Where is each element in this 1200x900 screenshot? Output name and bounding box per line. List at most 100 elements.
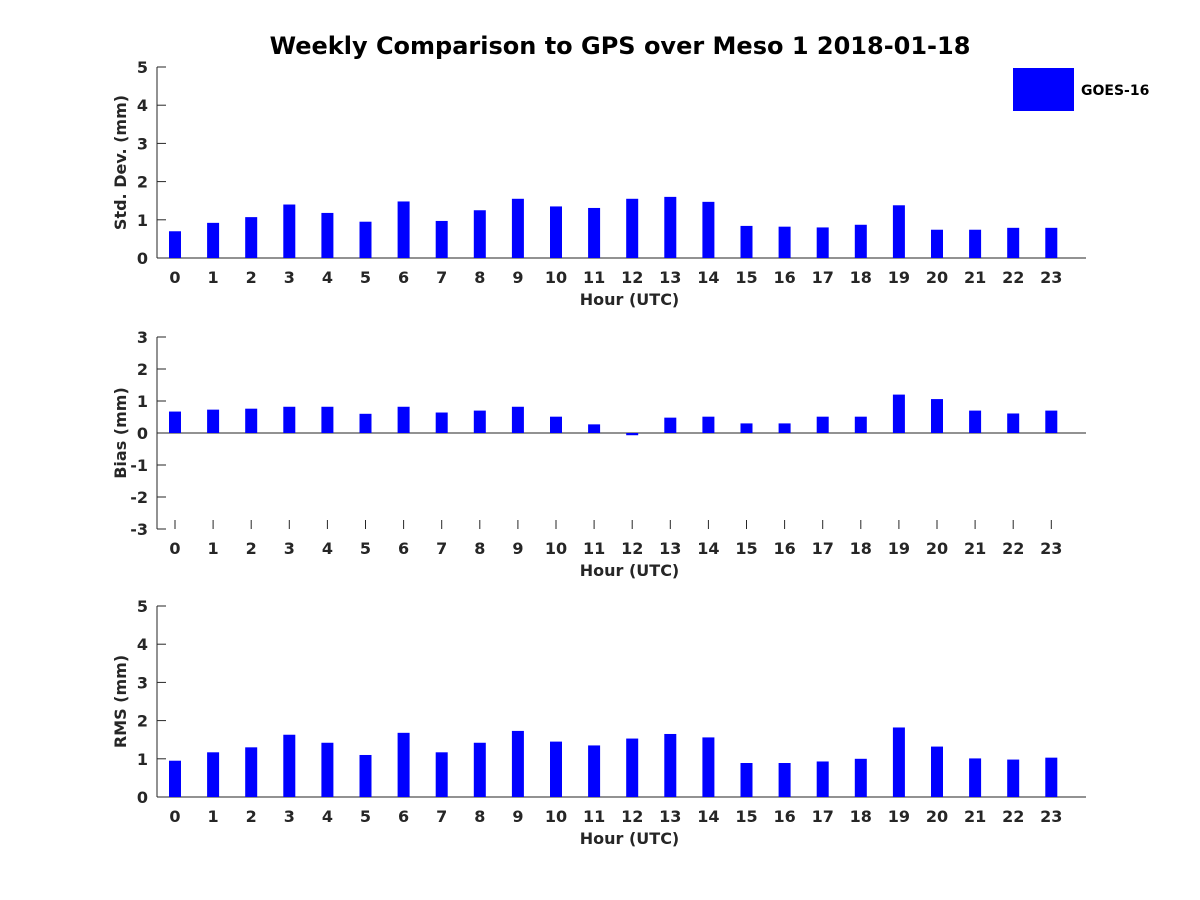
bar bbox=[854, 416, 867, 433]
bar bbox=[816, 761, 829, 797]
x-tick-label: 15 bbox=[735, 539, 757, 558]
y-tick-label: 2 bbox=[137, 712, 148, 731]
y-tick-label: 3 bbox=[137, 328, 148, 347]
bar bbox=[740, 423, 753, 433]
bar bbox=[550, 741, 562, 797]
bar bbox=[473, 410, 486, 433]
bar bbox=[931, 399, 943, 433]
bar bbox=[740, 763, 753, 797]
x-tick-label: 18 bbox=[850, 268, 872, 287]
bar bbox=[397, 201, 410, 258]
bar bbox=[473, 742, 486, 797]
bar bbox=[969, 229, 982, 258]
bar bbox=[969, 410, 982, 433]
legend-swatch bbox=[1013, 68, 1074, 111]
bar bbox=[1007, 227, 1020, 258]
y-tick-label: 0 bbox=[137, 424, 148, 443]
x-tick-label: 22 bbox=[1002, 268, 1024, 287]
bar bbox=[892, 205, 905, 258]
bar bbox=[778, 226, 791, 258]
bar bbox=[245, 747, 258, 797]
bar bbox=[854, 758, 867, 797]
bar bbox=[359, 754, 372, 797]
y-tick-label: -3 bbox=[130, 520, 148, 539]
y-tick-label: 2 bbox=[137, 360, 148, 379]
x-tick-label: 5 bbox=[360, 268, 371, 287]
x-tick-label: 9 bbox=[512, 807, 523, 826]
bar bbox=[778, 423, 791, 433]
bar bbox=[664, 417, 677, 433]
bar bbox=[892, 394, 905, 433]
x-tick-label: 7 bbox=[436, 268, 447, 287]
y-tick-label: 3 bbox=[137, 134, 148, 153]
x-tick-label: 15 bbox=[735, 807, 757, 826]
x-tick-label: 10 bbox=[545, 539, 567, 558]
x-tick-label: 2 bbox=[246, 539, 257, 558]
x-tick-label: 6 bbox=[398, 268, 409, 287]
bar bbox=[321, 742, 334, 797]
x-tick-label: 21 bbox=[964, 268, 986, 287]
x-tick-label: 11 bbox=[583, 539, 605, 558]
bar bbox=[397, 406, 410, 433]
x-tick-label: 2 bbox=[246, 807, 257, 826]
x-tick-label: 23 bbox=[1040, 807, 1062, 826]
bar bbox=[626, 738, 639, 797]
bar bbox=[207, 222, 220, 258]
y-tick-label: 1 bbox=[137, 211, 148, 230]
bar bbox=[169, 411, 181, 433]
x-tick-label: 20 bbox=[926, 539, 948, 558]
x-tick-label: 22 bbox=[1002, 539, 1024, 558]
x-tick-label: 1 bbox=[208, 807, 219, 826]
x-tick-label: 14 bbox=[697, 268, 719, 287]
x-tick-label: 12 bbox=[621, 268, 643, 287]
bar bbox=[359, 221, 372, 258]
bar bbox=[1045, 757, 1058, 797]
bar bbox=[169, 760, 181, 797]
bar bbox=[969, 758, 982, 797]
x-tick-label: 1 bbox=[208, 268, 219, 287]
bar bbox=[588, 424, 601, 433]
bar bbox=[1045, 227, 1058, 258]
x-tick-label: 12 bbox=[621, 807, 643, 826]
x-tick-label: 11 bbox=[583, 268, 605, 287]
y-tick-label: -2 bbox=[130, 488, 148, 507]
bar bbox=[702, 737, 715, 797]
x-tick-label: 19 bbox=[888, 539, 910, 558]
x-tick-label: 15 bbox=[735, 268, 757, 287]
y-tick-label: -1 bbox=[130, 456, 148, 475]
x-tick-label: 6 bbox=[398, 807, 409, 826]
x-tick-label: 0 bbox=[169, 807, 180, 826]
x-tick-label: 16 bbox=[773, 268, 795, 287]
legend-label: GOES-16 bbox=[1081, 83, 1149, 99]
x-tick-label: 20 bbox=[926, 807, 948, 826]
y-tick-label: 5 bbox=[137, 58, 148, 77]
x-tick-label: 13 bbox=[659, 268, 681, 287]
y-tick-label: 2 bbox=[137, 173, 148, 192]
bar bbox=[931, 746, 943, 797]
x-tick-label: 12 bbox=[621, 539, 643, 558]
x-tick-label: 6 bbox=[398, 539, 409, 558]
bar bbox=[588, 745, 601, 797]
x-tick-label: 7 bbox=[436, 807, 447, 826]
bar bbox=[435, 412, 448, 433]
x-tick-label: 21 bbox=[964, 539, 986, 558]
bar bbox=[207, 752, 220, 797]
x-tick-label: 19 bbox=[888, 268, 910, 287]
bar bbox=[1007, 413, 1020, 433]
bar bbox=[740, 225, 753, 258]
bar bbox=[588, 207, 601, 258]
bar bbox=[511, 406, 524, 433]
chart-title: Weekly Comparison to GPS over Meso 1 201… bbox=[270, 32, 971, 60]
bar bbox=[435, 220, 448, 258]
bar bbox=[816, 416, 829, 433]
x-tick-label: 8 bbox=[474, 539, 485, 558]
x-axis-label: Hour (UTC) bbox=[580, 829, 680, 848]
x-tick-label: 3 bbox=[284, 268, 295, 287]
x-tick-label: 23 bbox=[1040, 539, 1062, 558]
x-tick-label: 1 bbox=[208, 539, 219, 558]
x-tick-label: 9 bbox=[512, 539, 523, 558]
bar bbox=[207, 409, 220, 433]
x-tick-label: 7 bbox=[436, 539, 447, 558]
